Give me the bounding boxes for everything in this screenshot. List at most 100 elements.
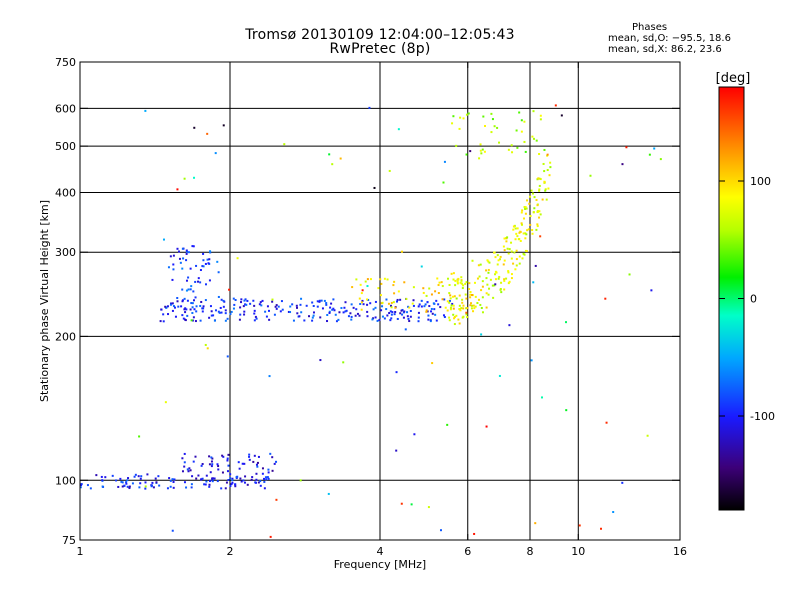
data-point [220,487,223,490]
data-point [217,465,220,468]
data-point [234,483,237,486]
data-point [339,157,342,160]
data-point [137,475,140,478]
data-point [500,291,503,294]
data-point [360,292,363,295]
data-point [298,315,301,318]
data-point [249,302,252,305]
data-point [197,474,200,477]
data-point [256,465,259,468]
data-point [185,259,188,262]
data-point [185,308,188,311]
y-tick-label: 400 [55,186,76,199]
data-point [453,323,456,326]
data-point [420,305,423,308]
data-point [319,316,322,319]
data-point [496,254,499,257]
data-point [518,111,521,114]
data-point [465,281,468,284]
data-point [485,306,488,309]
data-point [189,308,192,311]
data-point [345,309,348,312]
data-point [495,271,498,274]
data-point [201,463,204,466]
data-point [496,126,499,129]
data-point [266,476,269,479]
data-point [457,277,460,280]
data-point [484,124,487,127]
data-point [227,453,230,456]
data-point [543,180,546,183]
data-point [474,305,477,308]
data-point [465,153,468,156]
data-point [350,315,353,318]
data-point [252,460,255,463]
data-point [536,204,539,207]
data-point [516,235,519,238]
data-point [182,257,185,260]
data-point [369,278,372,281]
data-point [208,463,211,466]
data-point [197,280,200,283]
data-point [430,310,433,313]
data-point [255,463,258,466]
data-point [202,252,205,255]
data-point [211,477,214,480]
data-point [200,300,203,303]
data-point [238,467,241,470]
data-point [185,249,188,252]
data-point [522,232,525,235]
data-point [538,177,541,180]
data-point [423,305,426,308]
data-point [443,316,446,319]
data-point [510,250,513,253]
data-point [240,298,243,301]
data-point [535,139,538,142]
data-point [389,304,392,307]
data-point [388,312,391,315]
data-point [413,433,416,436]
data-point [439,529,442,532]
data-point [379,294,382,297]
data-point [450,272,453,275]
data-point [361,289,364,292]
data-point [308,315,311,318]
data-point [211,457,214,460]
data-point [435,299,438,302]
chart-title: Tromsø 20130109 12:04:00–12:05:43 [245,27,515,43]
data-point [230,483,233,486]
data-point [523,120,526,123]
data-point [449,308,452,311]
data-point [231,479,234,482]
x-tick-label: 10 [571,545,585,558]
data-point [210,465,213,468]
data-point [390,317,393,320]
data-point [194,320,197,323]
data-point [261,472,264,475]
data-point [515,249,518,252]
data-point [400,502,403,505]
data-point [538,189,541,192]
data-point [394,306,397,309]
colorbar-tick-label: -100 [750,410,775,423]
data-point [208,455,211,458]
data-point [401,313,404,316]
data-point [162,320,165,323]
data-point [199,269,202,272]
data-point [530,189,533,192]
data-point [204,343,207,346]
data-point [522,217,525,220]
data-point [221,471,224,474]
data-point [311,316,314,319]
data-point [299,303,302,306]
plot-grid [80,62,680,540]
data-point [448,283,451,286]
data-point [481,285,484,288]
data-point [517,238,520,241]
data-point [515,129,518,132]
x-tick-label: 4 [377,545,384,558]
data-point [231,477,234,480]
data-point [295,304,298,307]
data-point [479,149,482,152]
